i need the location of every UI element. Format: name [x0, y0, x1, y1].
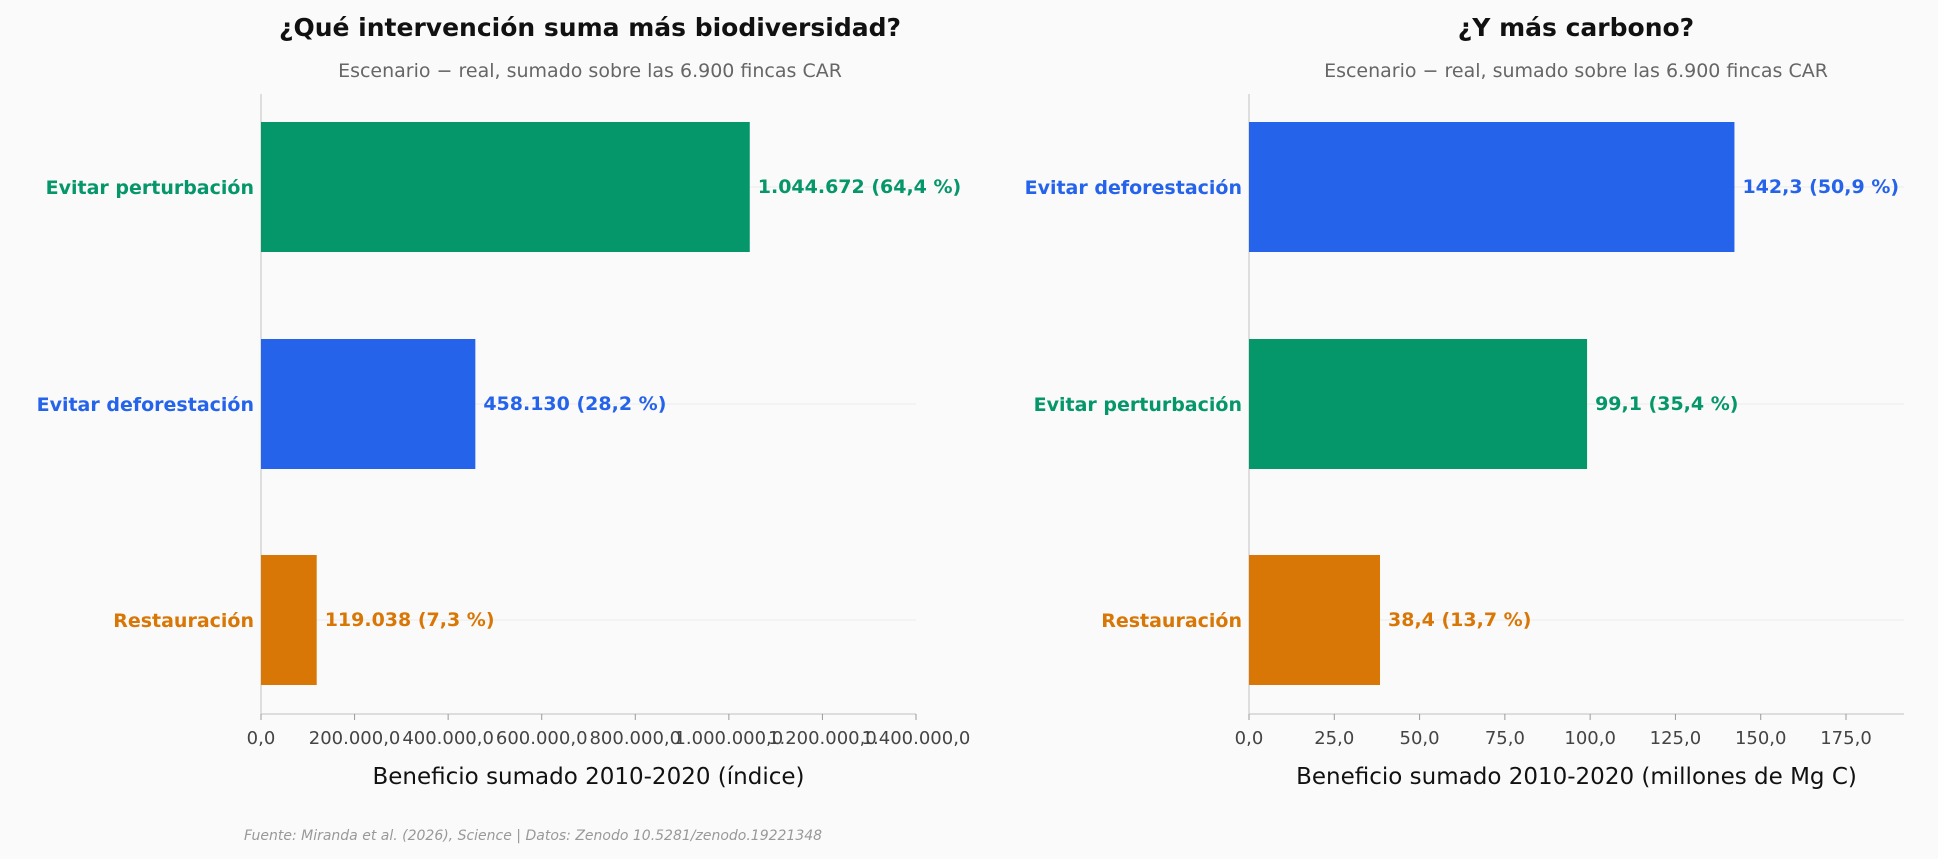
x-tick-label: 400.000,0 — [402, 728, 494, 749]
x-tick-label: 600.000,0 — [496, 728, 588, 749]
chart-panel-1: ¿Qué intervención suma más biodiversidad… — [37, 13, 971, 790]
x-tick-label: 25,0 — [1314, 728, 1354, 749]
bar — [261, 555, 317, 685]
data-label: 119.038 (7,3 %) — [325, 609, 495, 631]
category-label: Evitar deforestación — [37, 394, 254, 416]
category-label: Evitar deforestación — [1025, 177, 1242, 199]
category-label: Restauración — [113, 610, 254, 632]
x-tick-label: 0,0 — [1235, 728, 1264, 749]
x-tick-label: 1.400.000,0 — [862, 728, 971, 749]
data-label: 458.130 (28,2 %) — [483, 393, 666, 415]
x-axis-label: Beneficio sumado 2010-2020 (millones de … — [1296, 764, 1857, 790]
data-label: 1.044.672 (64,4 %) — [758, 176, 962, 198]
bar — [261, 122, 750, 252]
x-tick-label: 800.000,0 — [589, 728, 681, 749]
x-tick-label: 75,0 — [1485, 728, 1525, 749]
category-label: Restauración — [1101, 610, 1242, 632]
x-axis-label: Beneficio sumado 2010-2020 (índice) — [373, 764, 805, 790]
chart-subtitle: Escenario − real, sumado sobre las 6.900… — [338, 60, 842, 82]
x-tick-label: 150,0 — [1735, 728, 1787, 749]
x-tick-label: 175,0 — [1820, 728, 1872, 749]
chart-panel-2: ¿Y más carbono? Escenario − real, sumado … — [1025, 13, 1904, 790]
x-tick-label: 50,0 — [1400, 728, 1440, 749]
bar — [1249, 122, 1735, 252]
x-tick-label: 0,0 — [247, 728, 276, 749]
bar — [1249, 339, 1588, 469]
x-tick-label: 200.000,0 — [309, 728, 401, 749]
x-tick-label: 125,0 — [1650, 728, 1702, 749]
x-tick-label: 1.200.000,0 — [768, 728, 877, 749]
chart-title: ¿Y más carbono? — [1458, 13, 1694, 42]
bar — [1249, 555, 1380, 685]
data-label: 38,4 (13,7 %) — [1388, 609, 1531, 631]
bar — [261, 339, 476, 469]
chart-subtitle: Escenario − real, sumado sobre las 6.900… — [1324, 60, 1828, 82]
chart-title: ¿Qué intervención suma más biodiversidad… — [279, 13, 901, 42]
source-note: Fuente: Miranda et al. (2026), Science |… — [244, 828, 822, 844]
category-label: Evitar perturbación — [1034, 394, 1242, 416]
x-tick-label: 1.000.000,0 — [674, 728, 783, 749]
data-label: 142,3 (50,9 %) — [1742, 176, 1899, 198]
x-tick-label: 100,0 — [1564, 728, 1616, 749]
data-label: 99,1 (35,4 %) — [1595, 393, 1738, 415]
category-label: Evitar perturbación — [46, 177, 254, 199]
